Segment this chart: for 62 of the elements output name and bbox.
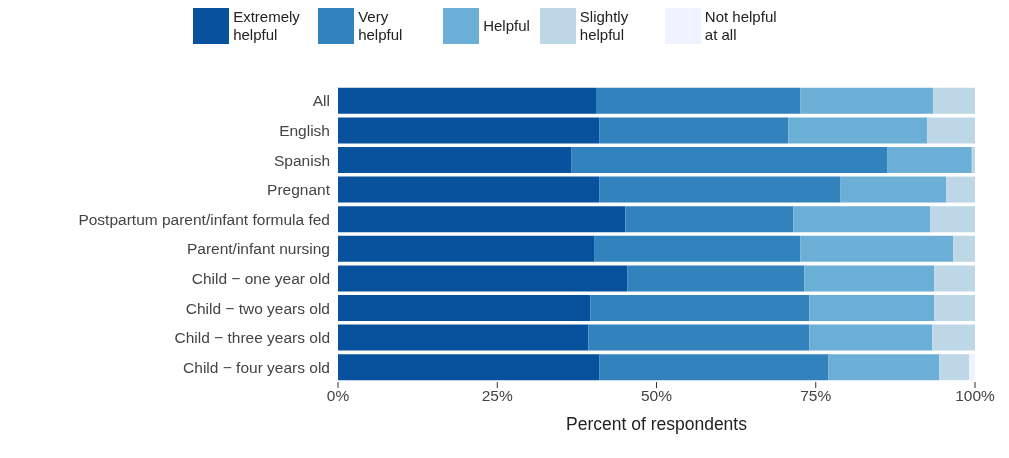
bar bbox=[809, 294, 935, 321]
bar bbox=[338, 87, 596, 114]
bar bbox=[338, 117, 600, 144]
bar bbox=[338, 176, 600, 203]
bar bbox=[338, 294, 591, 321]
bar bbox=[969, 354, 975, 381]
bar bbox=[887, 146, 972, 173]
x-tick-label: 0% bbox=[326, 387, 350, 405]
x-tick-label: 50% bbox=[640, 387, 673, 405]
bar bbox=[804, 265, 935, 292]
bar bbox=[599, 176, 841, 203]
bar bbox=[840, 176, 947, 203]
bar bbox=[627, 265, 805, 292]
y-tick-label: Parent/infant nursing bbox=[186, 240, 330, 258]
bar bbox=[595, 87, 801, 114]
bar bbox=[594, 235, 801, 262]
legend-label: Not helpful at all bbox=[704, 8, 778, 44]
legend-label: Very helpful bbox=[358, 8, 404, 44]
bar bbox=[599, 117, 789, 144]
x-tick-label: 25% bbox=[481, 387, 513, 405]
bar bbox=[338, 265, 628, 292]
bar bbox=[788, 117, 928, 144]
legend-label: Helpful bbox=[483, 17, 530, 35]
bar bbox=[338, 146, 572, 173]
y-tick-label: Child − one year old bbox=[191, 269, 330, 287]
y-tick-label: English bbox=[279, 121, 330, 139]
bar bbox=[934, 294, 975, 321]
bar bbox=[338, 235, 595, 262]
x-tick-label: 100% bbox=[955, 387, 996, 405]
bar bbox=[588, 324, 810, 351]
bar bbox=[934, 265, 975, 292]
legend-label: Extremely helpful bbox=[233, 8, 301, 44]
bar bbox=[590, 294, 810, 321]
bar bbox=[338, 206, 626, 233]
bar bbox=[930, 206, 975, 233]
bar bbox=[793, 206, 931, 233]
y-tick-label: Spanish bbox=[273, 151, 330, 169]
y-tick-label: Pregnant bbox=[267, 181, 331, 199]
bar bbox=[932, 87, 975, 114]
bar bbox=[809, 324, 933, 351]
x-axis-title: Percent of respondents bbox=[566, 414, 748, 434]
bar bbox=[338, 324, 589, 351]
legend-label: Slightly helpful bbox=[579, 8, 630, 44]
y-tick-label: Postpartum parent/infant formula fed bbox=[78, 210, 330, 228]
bar bbox=[625, 206, 794, 233]
bar bbox=[939, 354, 970, 381]
y-tick-label: Child − four years old bbox=[183, 358, 330, 376]
bar bbox=[338, 354, 600, 381]
bar bbox=[828, 354, 940, 381]
bar bbox=[571, 146, 888, 173]
bar bbox=[932, 324, 975, 351]
y-tick-label: Child − three years old bbox=[174, 329, 330, 347]
bar bbox=[946, 176, 975, 203]
y-tick-label: All bbox=[312, 92, 330, 110]
y-tick-label: Child − two years old bbox=[185, 299, 330, 317]
bar bbox=[800, 87, 933, 114]
bar bbox=[971, 146, 975, 173]
bar bbox=[800, 235, 954, 262]
bar bbox=[953, 235, 975, 262]
bar bbox=[927, 117, 975, 144]
x-tick-label: 75% bbox=[800, 387, 832, 405]
bar bbox=[599, 354, 829, 381]
